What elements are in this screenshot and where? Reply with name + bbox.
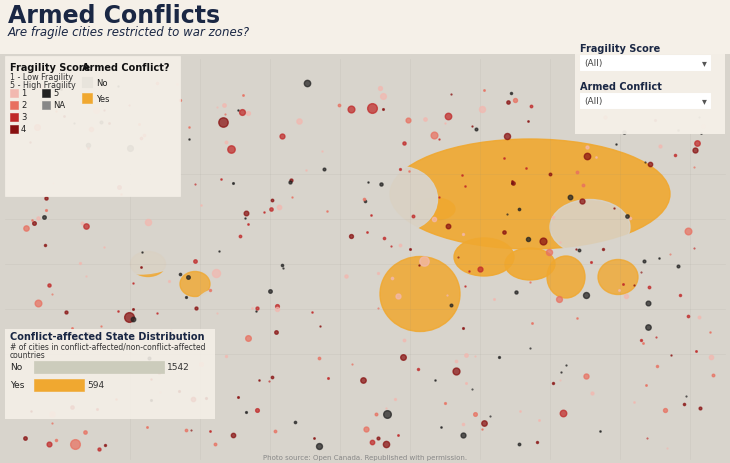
Ellipse shape — [547, 257, 585, 298]
Text: Fragility Score: Fragility Score — [580, 44, 660, 54]
Text: Conflict-affected State Distribution: Conflict-affected State Distribution — [10, 332, 204, 341]
Ellipse shape — [390, 140, 670, 250]
Text: Armed Conflict: Armed Conflict — [580, 82, 662, 92]
Text: 5: 5 — [53, 89, 58, 98]
Bar — [10, 90, 18, 98]
Bar — [82, 78, 92, 88]
Bar — [0, 55, 730, 463]
Text: No: No — [10, 363, 22, 372]
Bar — [10, 102, 18, 110]
Ellipse shape — [596, 327, 676, 382]
Text: No: No — [96, 78, 107, 88]
Text: Armed Conflict?: Armed Conflict? — [82, 63, 169, 73]
Bar — [5, 329, 215, 419]
Ellipse shape — [415, 199, 455, 220]
Bar — [5, 57, 180, 197]
Text: # of cities in conflict-affected/non-conflict-affected: # of cities in conflict-affected/non-con… — [10, 342, 206, 351]
Bar — [42, 90, 50, 98]
Text: 1: 1 — [21, 89, 26, 98]
Bar — [10, 114, 18, 122]
Text: Are fragile cities restricted to war zones?: Are fragile cities restricted to war zon… — [8, 26, 250, 39]
Bar — [575, 40, 725, 135]
Text: (All): (All) — [584, 97, 602, 106]
Text: 5 - High Fragility: 5 - High Fragility — [10, 81, 76, 90]
Text: 3: 3 — [21, 113, 26, 122]
Bar — [580, 56, 710, 71]
Ellipse shape — [67, 144, 212, 275]
Text: 1542: 1542 — [167, 363, 190, 372]
Bar — [34, 379, 84, 391]
Text: NA: NA — [53, 101, 65, 110]
Text: 594: 594 — [87, 381, 104, 390]
Ellipse shape — [505, 249, 555, 281]
Text: Armed Conflicts: Armed Conflicts — [8, 4, 220, 28]
Text: ▾: ▾ — [702, 58, 707, 69]
Text: 1 - Low Fragility: 1 - Low Fragility — [10, 73, 73, 82]
Ellipse shape — [180, 289, 256, 409]
Text: (All): (All) — [584, 59, 602, 68]
Ellipse shape — [598, 260, 638, 295]
Ellipse shape — [380, 257, 460, 332]
Ellipse shape — [363, 167, 437, 232]
Ellipse shape — [550, 200, 630, 255]
Ellipse shape — [180, 272, 210, 297]
Text: 2: 2 — [21, 101, 26, 110]
Text: 4: 4 — [21, 125, 26, 134]
Bar — [580, 94, 710, 109]
Bar — [0, 0, 730, 55]
Text: Photo source: Open Canada. Republished with permission.: Photo source: Open Canada. Republished w… — [263, 454, 467, 460]
Text: Yes: Yes — [10, 381, 24, 390]
Text: Yes: Yes — [96, 94, 109, 103]
Ellipse shape — [454, 238, 514, 276]
Bar — [10, 126, 18, 134]
Ellipse shape — [131, 252, 166, 277]
Bar — [42, 102, 50, 110]
Text: countries: countries — [10, 350, 46, 359]
Bar — [34, 361, 164, 373]
Bar — [82, 94, 92, 104]
Text: ▾: ▾ — [702, 96, 707, 106]
Text: Fragility Score: Fragility Score — [10, 63, 91, 73]
Ellipse shape — [240, 97, 296, 162]
